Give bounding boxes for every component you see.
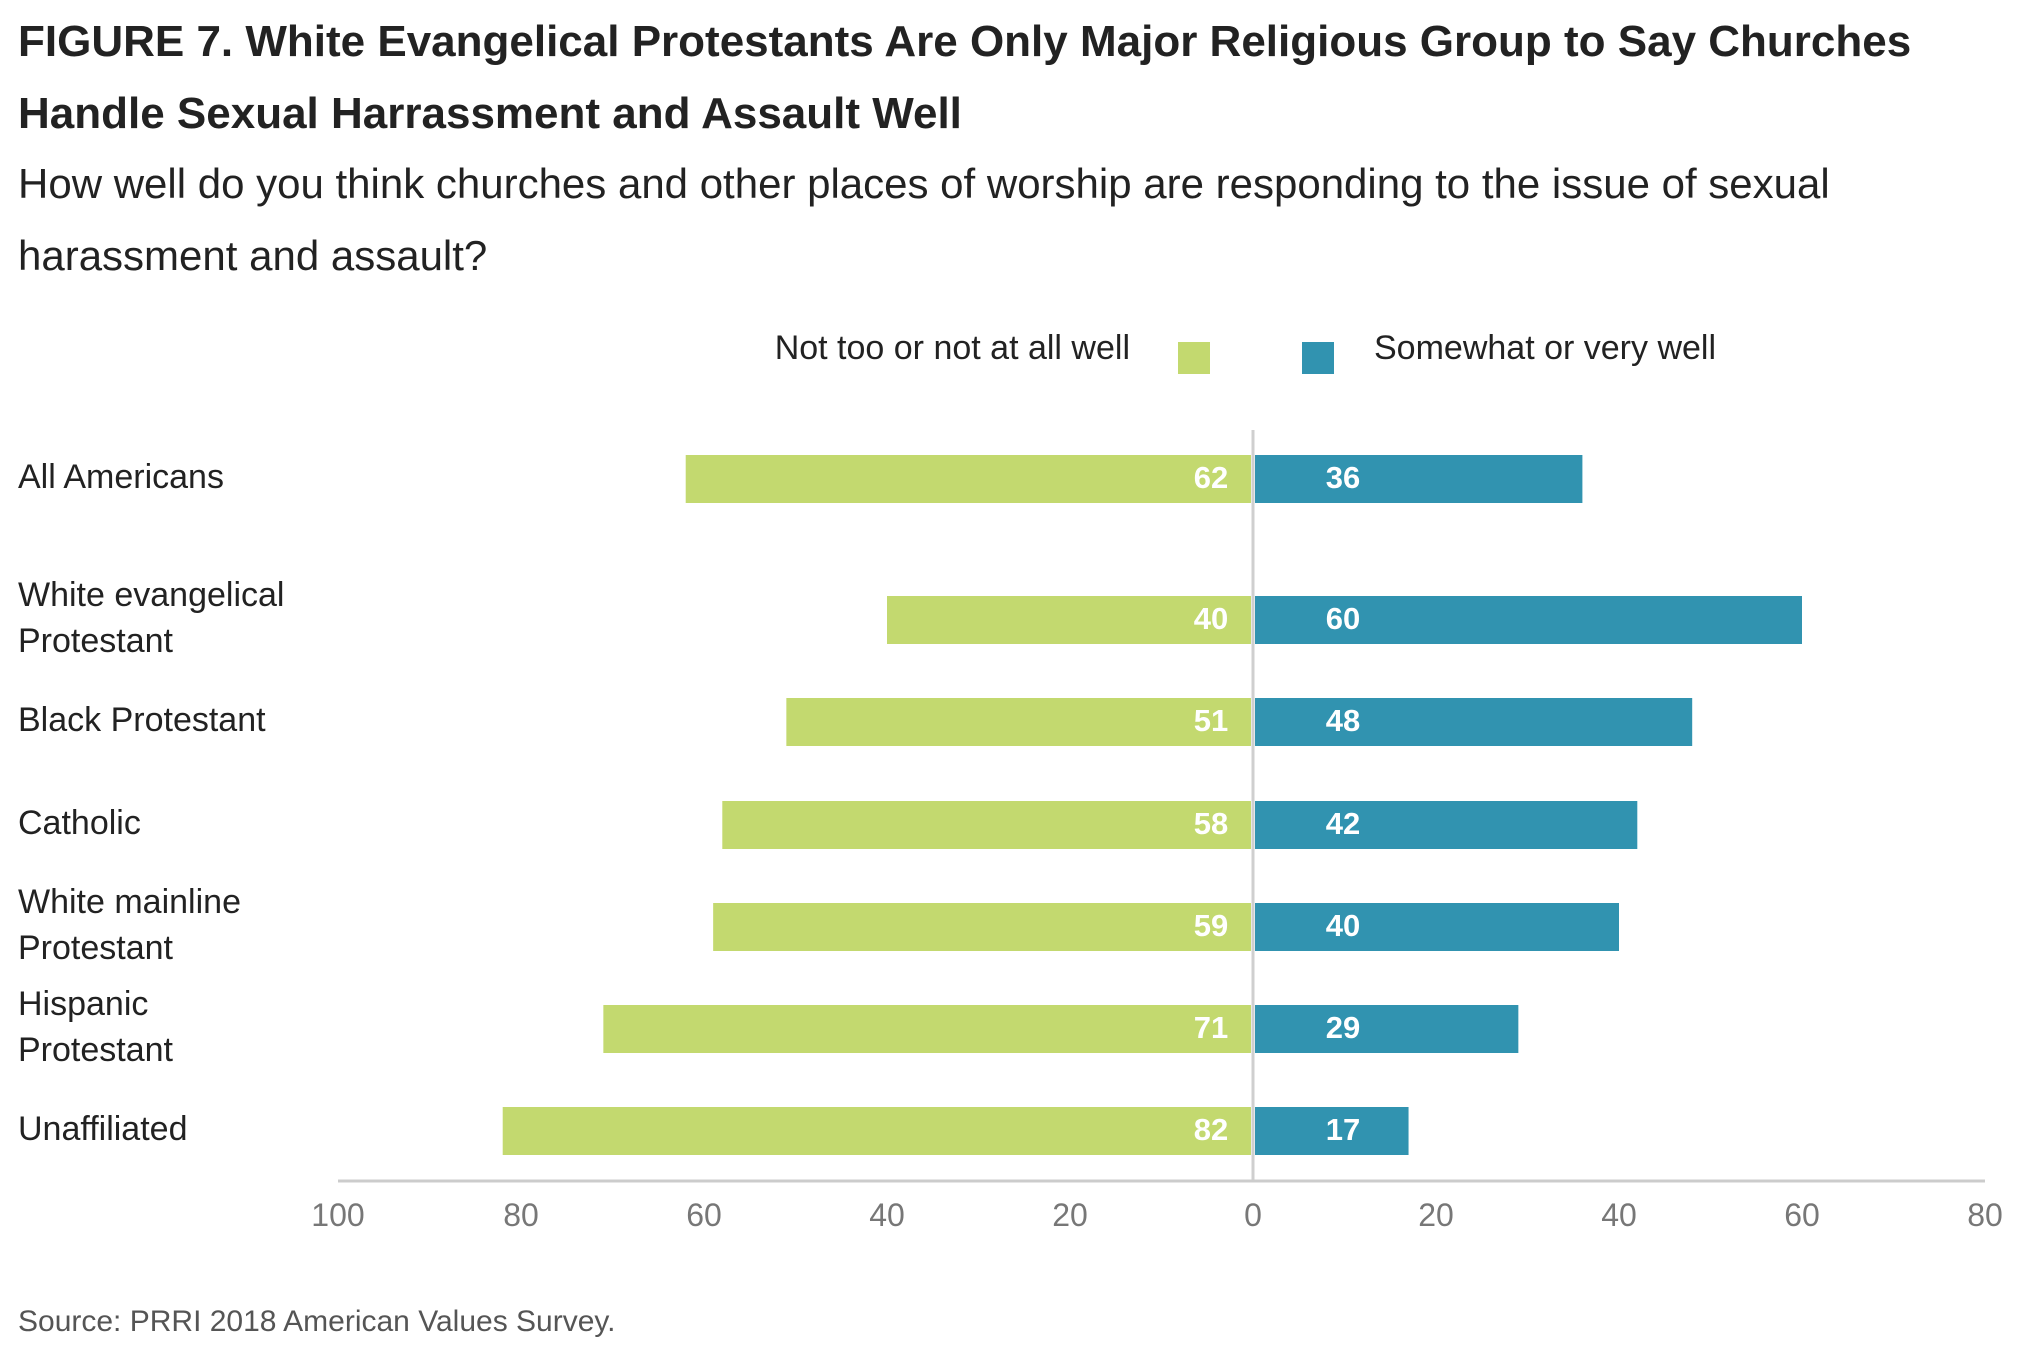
bar-not-well	[786, 698, 1251, 746]
bar-well	[1255, 455, 1583, 503]
value-label-well: 40	[1326, 908, 1360, 943]
legend-swatch-not-well	[1178, 342, 1210, 374]
value-label-not-well: 59	[1194, 908, 1228, 943]
x-tick-label: 40	[869, 1197, 905, 1233]
category-label: Catholic	[18, 804, 141, 842]
category-label: Unaffiliated	[18, 1110, 188, 1148]
value-label-well: 29	[1326, 1010, 1360, 1045]
x-tick-label: 80	[503, 1197, 539, 1233]
category-label: White evangelical	[18, 576, 284, 614]
value-label-not-well: 58	[1194, 806, 1228, 841]
bar-well	[1255, 596, 1802, 644]
bar-not-well	[722, 801, 1251, 849]
category-label: Hispanic	[18, 985, 148, 1023]
category-label: Protestant	[18, 1031, 174, 1069]
bar-well	[1255, 903, 1619, 951]
legend-swatch-well	[1302, 342, 1334, 374]
category-label: Black Protestant	[18, 701, 266, 739]
bar-well	[1255, 1005, 1519, 1053]
x-tick-label: 80	[1967, 1197, 2003, 1233]
bar-not-well	[685, 455, 1251, 503]
value-label-not-well: 71	[1194, 1010, 1228, 1045]
x-tick-label: 60	[686, 1197, 722, 1233]
page-subtitle: How well do you think churches and other…	[18, 160, 1830, 279]
bar-not-well	[502, 1107, 1251, 1155]
source-note: Source: PRRI 2018 American Values Survey…	[18, 1305, 616, 1338]
x-tick-label: 60	[1784, 1197, 1820, 1233]
value-label-not-well: 40	[1194, 601, 1228, 636]
value-label-not-well: 51	[1194, 703, 1228, 738]
value-label-not-well: 62	[1194, 460, 1228, 495]
category-label: All Americans	[18, 458, 224, 496]
x-tick-label: 20	[1418, 1197, 1454, 1233]
value-label-well: 60	[1326, 601, 1360, 636]
page-title: FIGURE 7. White Evangelical Protestants …	[18, 17, 1912, 138]
category-label: Protestant	[18, 622, 174, 660]
category-label: White mainline	[18, 883, 241, 921]
x-tick-label: 100	[311, 1197, 364, 1233]
value-label-well: 42	[1326, 806, 1360, 841]
legend-label-well: Somewhat or very well	[1374, 329, 1716, 367]
bar-well	[1255, 1107, 1409, 1155]
legend-label-not-well: Not too or not at all well	[775, 329, 1130, 367]
x-tick-label: 20	[1052, 1197, 1088, 1233]
bar-not-well	[603, 1005, 1251, 1053]
value-label-well: 48	[1326, 703, 1360, 738]
bar-well	[1255, 801, 1638, 849]
category-label: Protestant	[18, 929, 174, 967]
bar-not-well	[713, 903, 1251, 951]
bar-well	[1255, 698, 1693, 746]
x-tick-label: 0	[1244, 1197, 1262, 1233]
value-label-well: 36	[1326, 460, 1360, 495]
value-label-well: 17	[1326, 1112, 1360, 1147]
value-label-not-well: 82	[1194, 1112, 1228, 1147]
bar-not-well	[887, 596, 1251, 644]
x-tick-label: 40	[1601, 1197, 1637, 1233]
